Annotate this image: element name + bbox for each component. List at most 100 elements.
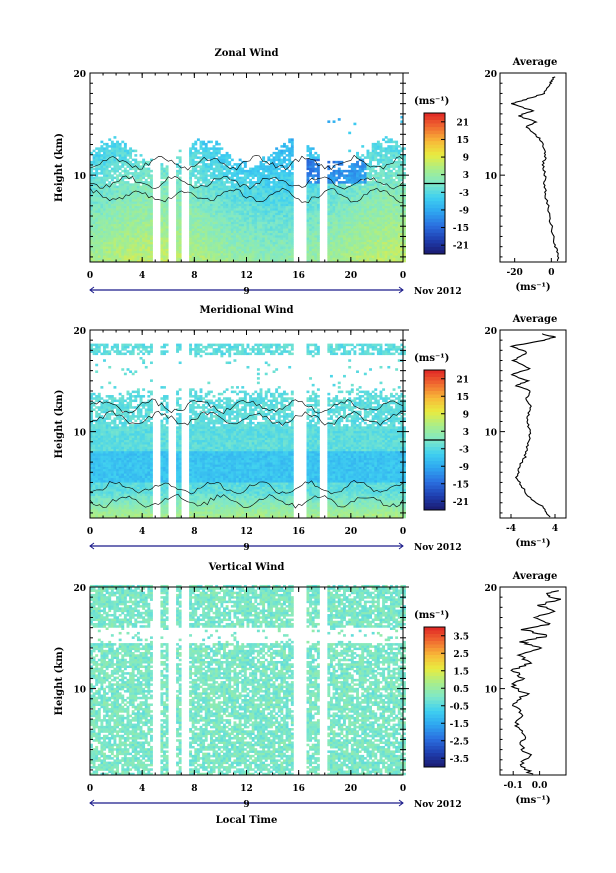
heatmap-cell (217, 221, 221, 225)
heatmap-cell (241, 244, 245, 247)
heatmap-cell (191, 250, 195, 254)
heatmap-cell (311, 165, 315, 168)
heatmap-cell (178, 208, 182, 211)
heatmap-cell (92, 194, 96, 198)
heatmap-cell (149, 174, 153, 177)
heatmap-cell (272, 181, 276, 184)
heatmap-cell (118, 183, 122, 186)
heatmap-cell (191, 160, 195, 164)
heatmap-cell (108, 203, 112, 207)
heatmap-cell (225, 158, 229, 162)
heatmap-cell (100, 255, 104, 258)
heatmap-cell (262, 244, 266, 247)
heatmap-cell (275, 237, 279, 240)
heatmap-cell (254, 181, 258, 184)
heatmap-cell (316, 237, 320, 240)
heatmap-cell (272, 194, 276, 198)
heatmap-cell (374, 190, 378, 193)
heatmap-cell (90, 201, 93, 204)
heatmap-cell (118, 187, 122, 191)
heatmap-cell (397, 163, 401, 166)
heatmap-cell (387, 174, 391, 177)
heatmap-cell (384, 172, 388, 175)
heatmap-cell (126, 223, 130, 227)
heatmap-cell (309, 241, 313, 245)
heatmap-cell (384, 210, 388, 213)
heatmap-cell (337, 221, 341, 225)
heatmap-cell (189, 259, 193, 263)
heatmap-cell (392, 246, 396, 249)
heatmap-cell (243, 178, 247, 182)
heatmap-cell (129, 196, 133, 200)
heatmap-cell (136, 176, 140, 180)
heatmap-cell (251, 201, 255, 204)
heatmap-cell (280, 217, 284, 220)
heatmap-cell (403, 232, 406, 236)
heatmap-cell (90, 230, 93, 234)
heatmap-cell (212, 154, 216, 157)
heatmap-cell (371, 142, 375, 146)
heatmap-cell (134, 174, 138, 177)
heatmap-cell (348, 190, 352, 193)
heatmap-cell (199, 226, 203, 229)
heatmap-cell (103, 228, 106, 231)
heatmap-cell (165, 167, 169, 171)
heatmap-cell (337, 253, 341, 256)
heatmap-cell (332, 190, 336, 193)
heatmap-cell (350, 178, 354, 182)
heatmap-cell (275, 190, 279, 193)
heatmap-cell (329, 181, 333, 184)
heatmap-cell (387, 226, 391, 229)
heatmap-cell (202, 154, 206, 157)
heatmap-cell (220, 208, 224, 211)
heatmap-cell (212, 237, 216, 240)
heatmap-cell (165, 187, 169, 191)
heatmap-cell (353, 185, 357, 189)
heatmap-cell (223, 156, 226, 159)
heatmap-cell (329, 232, 333, 236)
heatmap-cell (134, 172, 138, 175)
heatmap-cell (369, 156, 372, 159)
heatmap-cell (259, 255, 263, 258)
heatmap-cell (395, 253, 399, 256)
heatmap-cell (392, 230, 396, 234)
heatmap-cell (340, 221, 344, 225)
heatmap-cell (403, 244, 406, 247)
heatmap-cell (191, 210, 195, 213)
heatmap-cell (280, 212, 284, 216)
heatmap-cell (118, 147, 122, 150)
heatmap-cell (345, 248, 349, 252)
heatmap-cell (100, 241, 104, 245)
heatmap-cell (259, 190, 263, 193)
heatmap-cell (165, 237, 169, 240)
heatmap-cell (97, 149, 101, 153)
heatmap-cell (262, 185, 266, 189)
heatmap-cell (309, 257, 313, 261)
heatmap-cell (356, 178, 359, 182)
heatmap-cell (275, 230, 279, 234)
heatmap-cell (387, 147, 391, 150)
heatmap-cell (204, 244, 208, 247)
heatmap-cell (142, 232, 146, 236)
heatmap-cell (369, 235, 372, 238)
heatmap-cell (163, 246, 166, 249)
heatmap-cell (285, 221, 289, 225)
heatmap-cell (131, 237, 135, 240)
heatmap-cell (217, 259, 221, 263)
heatmap-cell (236, 257, 239, 261)
heatmap-cell (283, 226, 286, 229)
heatmap-cell (275, 221, 279, 225)
heatmap-cell (361, 199, 365, 202)
heatmap-cell (376, 250, 380, 254)
heatmap-cell (249, 172, 253, 175)
heatmap-cell (356, 199, 359, 202)
heatmap-cell (306, 228, 310, 231)
heatmap-cell (189, 221, 193, 225)
heatmap-cell (204, 257, 208, 261)
heatmap-cell (353, 223, 357, 227)
heatmap-cell (327, 208, 331, 211)
heatmap-cell (363, 232, 367, 236)
heatmap-cell (353, 178, 357, 182)
heatmap-cell (113, 185, 117, 189)
heatmap-cell (387, 219, 391, 222)
